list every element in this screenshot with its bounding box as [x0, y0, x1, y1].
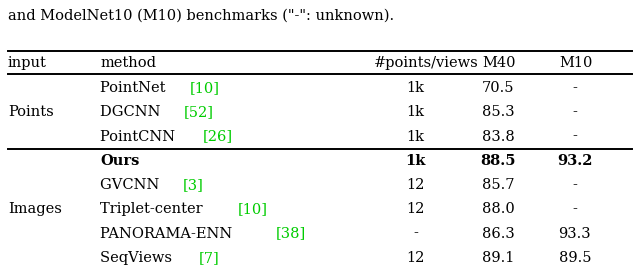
Text: [26]: [26] — [203, 130, 233, 144]
Text: 88.5: 88.5 — [481, 154, 516, 168]
Text: 12: 12 — [406, 251, 425, 265]
Text: -: - — [572, 81, 577, 95]
Text: 83.8: 83.8 — [482, 130, 515, 144]
Text: [38]: [38] — [276, 227, 307, 241]
Text: M40: M40 — [483, 56, 516, 70]
Text: 88.0: 88.0 — [482, 202, 515, 216]
Text: 93.2: 93.2 — [557, 154, 593, 168]
Text: [52]: [52] — [184, 105, 214, 119]
Text: [10]: [10] — [190, 81, 220, 95]
Text: -: - — [572, 130, 577, 144]
Text: -: - — [572, 105, 577, 119]
Text: 93.3: 93.3 — [559, 227, 591, 241]
Text: 1k: 1k — [405, 154, 426, 168]
Text: 89.5: 89.5 — [559, 251, 591, 265]
Text: -: - — [413, 227, 418, 241]
Text: 85.7: 85.7 — [482, 178, 515, 192]
Text: [10]: [10] — [238, 202, 268, 216]
Text: 12: 12 — [406, 202, 425, 216]
Text: [3]: [3] — [182, 178, 204, 192]
Text: 85.3: 85.3 — [482, 105, 515, 119]
Text: -: - — [572, 178, 577, 192]
Text: 70.5: 70.5 — [482, 81, 515, 95]
Text: input: input — [8, 56, 47, 70]
Text: [7]: [7] — [198, 251, 220, 265]
Text: Triplet-center: Triplet-center — [100, 202, 207, 216]
Text: M10: M10 — [559, 56, 593, 70]
Text: SeqViews: SeqViews — [100, 251, 177, 265]
Text: Ours: Ours — [100, 154, 140, 168]
Text: PointNet: PointNet — [100, 81, 170, 95]
Text: 1k: 1k — [406, 130, 424, 144]
Text: PANORAMA-ENN: PANORAMA-ENN — [100, 227, 237, 241]
Text: DGCNN: DGCNN — [100, 105, 165, 119]
Text: 1k: 1k — [406, 81, 424, 95]
Text: and ModelNet10 (M10) benchmarks ("-": unknown).: and ModelNet10 (M10) benchmarks ("-": un… — [8, 9, 394, 23]
Text: 86.3: 86.3 — [482, 227, 515, 241]
Text: 1k: 1k — [406, 105, 424, 119]
Text: GVCNN: GVCNN — [100, 178, 164, 192]
Text: 89.1: 89.1 — [482, 251, 515, 265]
Text: PointCNN: PointCNN — [100, 130, 180, 144]
Text: 12: 12 — [406, 178, 425, 192]
Text: -: - — [572, 202, 577, 216]
Text: method: method — [100, 56, 156, 70]
Text: Points: Points — [8, 105, 54, 119]
Text: Images: Images — [8, 202, 61, 216]
Text: #points/views: #points/views — [374, 56, 479, 70]
